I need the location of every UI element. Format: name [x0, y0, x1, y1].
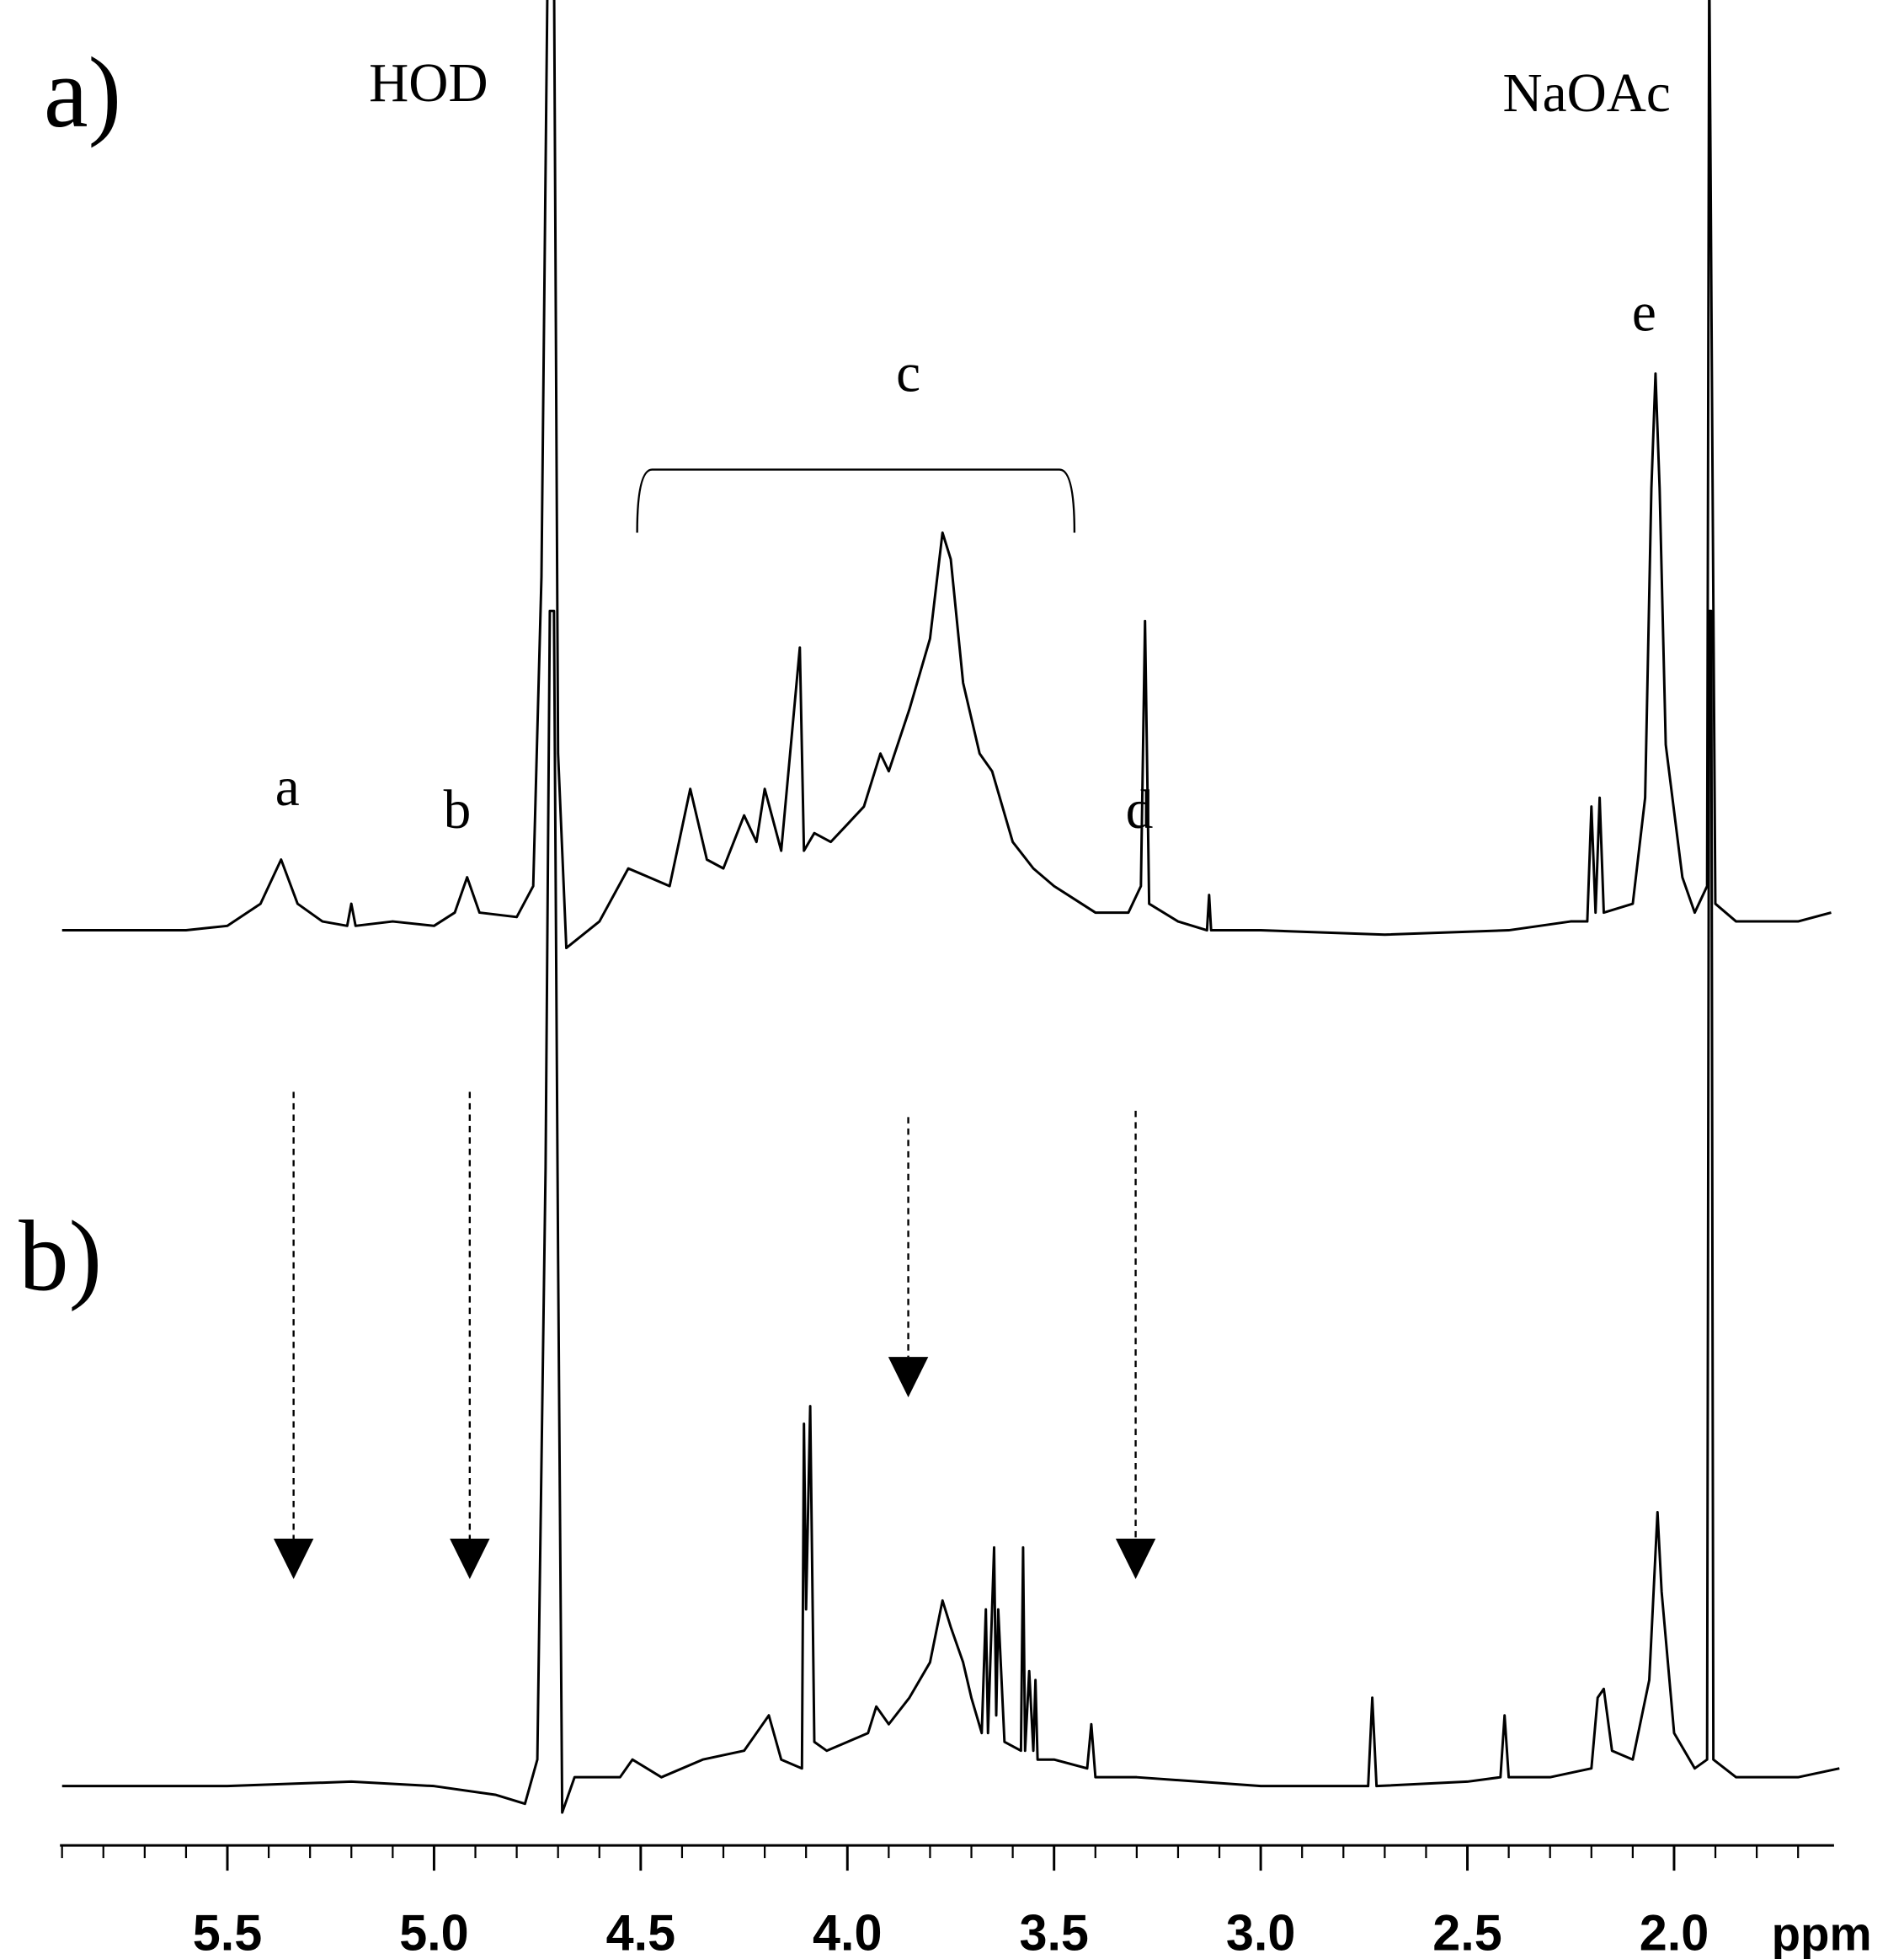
x-tick-label: 5.0	[399, 1904, 468, 1959]
annotation: c	[896, 343, 920, 403]
x-tick-label: 4.5	[606, 1904, 675, 1959]
x-tick-label: 2.5	[1432, 1904, 1501, 1959]
x-tick-label: 4.0	[813, 1904, 882, 1959]
x-axis-label: ppm	[1772, 1908, 1872, 1959]
x-tick-label: 3.5	[1019, 1904, 1088, 1959]
annotation: e	[1632, 282, 1656, 343]
x-tick-label: 2.0	[1640, 1904, 1709, 1959]
annotation: NaOAc	[1502, 63, 1670, 124]
panel-label: a)	[44, 36, 121, 148]
bracket-and-arrows	[292, 468, 1137, 1540]
x-tick-label: 3.0	[1226, 1904, 1295, 1959]
arrow-head	[1115, 1538, 1156, 1579]
annotation: HOD	[369, 53, 488, 114]
spectra	[61, 0, 1840, 1814]
x-tick-label: 5.5	[193, 1904, 262, 1959]
spectrum-line	[61, 609, 1840, 1814]
annotation: d	[1126, 780, 1154, 841]
arrow-heads	[273, 1357, 1156, 1579]
arrow-head	[450, 1538, 490, 1579]
annotation: b	[444, 780, 472, 841]
panel-label: b)	[19, 1200, 102, 1312]
arrow-head	[888, 1357, 929, 1398]
arrow-head	[273, 1538, 314, 1579]
bracket	[636, 468, 1076, 533]
spectrum-line	[61, 0, 1832, 950]
annotation: a	[275, 757, 300, 818]
